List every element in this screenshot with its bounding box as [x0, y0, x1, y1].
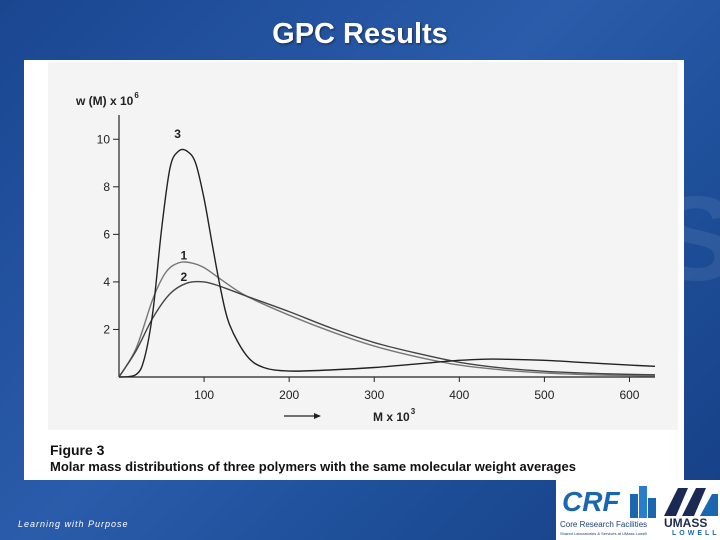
series-label-3: 3 [174, 127, 181, 141]
x-tick-label: 600 [619, 388, 639, 402]
crf-subtitle: Core Research Facilities [560, 520, 648, 529]
x-tick-label: 100 [194, 388, 214, 402]
y-tick-label: 2 [103, 322, 110, 336]
series-line-2 [118, 280, 656, 378]
y-tick-label: 4 [103, 275, 110, 289]
x-axis-label-exponent: 3 [411, 407, 416, 416]
y-tick-label: 8 [103, 180, 110, 194]
series-label-2: 2 [180, 270, 187, 284]
y-axis-label: w (M) x 10 [75, 94, 134, 108]
x-axis-arrow-head [314, 413, 321, 419]
y-tick-label: 6 [103, 227, 110, 241]
slide-title: GPC Results [272, 18, 448, 50]
y-axis-label-exponent: 6 [134, 91, 139, 100]
figure-caption-text: Molar mass distributions of three polyme… [50, 459, 576, 474]
figure-frame: 2 4 6 8 10 100 200 300 400 500 600 w (M) x 10 6 M x 1… [24, 60, 684, 480]
y-tick-label: 10 [97, 132, 111, 146]
footer-tagline: Learning with Purpose [18, 519, 129, 529]
umass-wordmark: UMASS [664, 516, 708, 530]
building-icon [630, 486, 656, 518]
crf-umass-logo: CRF Core Research Facilities Shared Labo… [556, 480, 720, 540]
x-tick-label: 300 [364, 388, 384, 402]
umass-mark-icon [664, 488, 718, 516]
x-tick-label: 400 [449, 388, 469, 402]
crf-logo-text: CRF [562, 486, 620, 517]
x-tick-label: 500 [534, 388, 554, 402]
figure-caption-title: Figure 3 [50, 442, 105, 458]
lowell-wordmark: LOWELL [672, 530, 720, 537]
chart-lines [118, 148, 656, 378]
chart-axes [113, 115, 655, 419]
series-line-1 [118, 261, 656, 378]
x-axis-label: M x 10 [373, 410, 410, 424]
crf-fine-print: Shared Laboratories & Services at UMass … [560, 531, 647, 536]
x-tick-label: 200 [279, 388, 299, 402]
series-label-1: 1 [180, 248, 187, 262]
series-line-3 [118, 148, 656, 378]
